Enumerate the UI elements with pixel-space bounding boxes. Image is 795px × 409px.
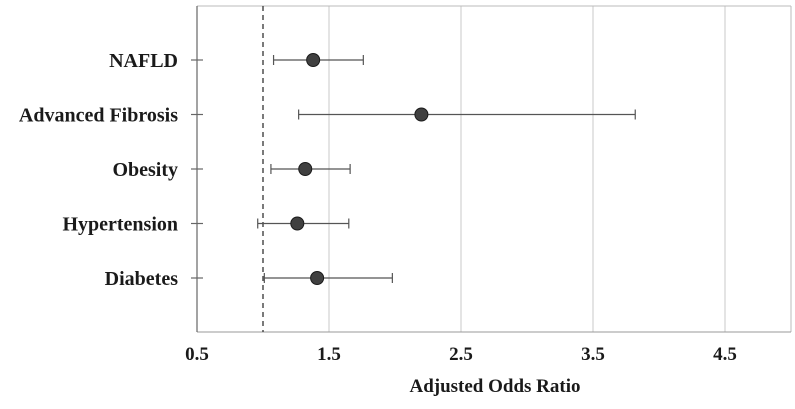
- x-tick-label: 0.5: [185, 344, 209, 365]
- category-label: NAFLD: [109, 50, 178, 72]
- category-label: Advanced Fibrosis: [19, 105, 178, 127]
- category-label: Hypertension: [62, 214, 178, 236]
- x-tick-label: 2.5: [449, 344, 473, 365]
- grid-lines: [328, 6, 726, 332]
- x-tick-label: 1.5: [317, 344, 341, 365]
- category-label: Diabetes: [105, 268, 179, 290]
- x-tick-label: 3.5: [581, 344, 605, 365]
- x-axis-title: Adjusted Odds Ratio: [409, 376, 580, 397]
- point-estimate: [306, 53, 321, 67]
- x-tick-label: 4.5: [713, 344, 737, 365]
- point-estimate: [310, 271, 325, 285]
- label-layer: 0.5 1.5 2.5 3.5 4.5 NAFLD Advanced Fibrosis Obe…: [19, 50, 737, 365]
- data-layer: [257, 53, 636, 285]
- category-label: Obesity: [112, 159, 178, 181]
- point-estimate: [298, 162, 313, 176]
- point-estimate: [414, 107, 429, 122]
- point-estimate: [290, 216, 305, 231]
- plot-frame: [191, 5, 792, 333]
